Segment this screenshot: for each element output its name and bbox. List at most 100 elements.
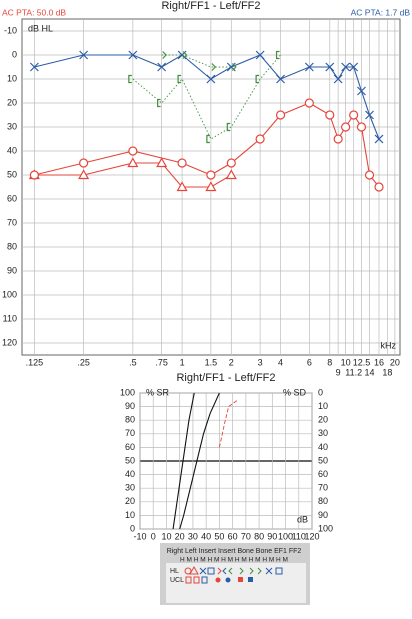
x-tick-label: 18: [382, 367, 392, 377]
x-tick-label: 12.5: [353, 357, 371, 367]
marker-x: [357, 86, 366, 96]
x-tick-label: 30: [188, 531, 198, 541]
y-tick-label: 110: [3, 313, 17, 323]
marker-x: [304, 62, 314, 72]
marker-bracket: [128, 74, 132, 84]
y-tick-label: 70: [125, 428, 135, 438]
y2-tick-label: 0: [318, 387, 323, 397]
series-line: [34, 102, 380, 188]
x-tick-label: 70: [241, 531, 251, 541]
marker-circle: [206, 170, 216, 180]
y2-axis-label: % SD: [283, 387, 307, 397]
marker-bracket: [255, 74, 260, 84]
x-tick-label: 100: [278, 531, 293, 541]
x-axis-label: kHz: [381, 340, 397, 350]
y-tick-label: 10: [7, 73, 17, 83]
y-tick-label: 10: [125, 510, 135, 520]
y-tick-label: 90: [125, 401, 135, 411]
series-line: [179, 392, 220, 530]
y-tick-label: 40: [7, 145, 17, 155]
legend-codes: H M H M H M H M H M H M H M H M: [180, 557, 288, 564]
legend-row: HL: [170, 568, 179, 575]
x-tick-label: -10: [133, 531, 146, 541]
chart-title: Right/FF1 - Left/FF2: [176, 372, 275, 384]
marker-circle: [226, 158, 236, 168]
y-tick-label: 40: [125, 469, 135, 479]
marker-triangle: [205, 181, 217, 192]
y-tick-label: 20: [7, 97, 17, 107]
marker-bracket: [157, 98, 161, 108]
x-tick-label: 10: [161, 531, 171, 541]
y-tick-label: 50: [7, 169, 17, 179]
marker-triangle: [127, 157, 139, 168]
marker-triangle: [78, 169, 90, 180]
marker-circle: [333, 134, 343, 144]
marker-triangle: [225, 169, 237, 180]
legend-row: UCL: [170, 577, 184, 584]
x-tick-label: 4: [278, 357, 283, 367]
legend-symbols: [184, 565, 283, 584]
x-tick-label: 0: [151, 531, 156, 541]
marker-x: [255, 50, 265, 60]
x-tick-label: 10: [341, 357, 351, 367]
legend-columns: Right Left Insert Insert Bone Bone EF1 F…: [167, 548, 302, 555]
marker-circle: [374, 182, 384, 192]
pta-right: AC PTA: 50.0 dB: [2, 7, 66, 17]
y2-tick-label: 10: [318, 401, 328, 411]
series-line: [161, 54, 232, 68]
x-tick-label: 80: [254, 531, 264, 541]
x-tick-label: 60: [228, 531, 238, 541]
y-tick-label: 100: [120, 387, 135, 397]
marker-gt: [182, 51, 188, 59]
marker-x: [365, 110, 374, 120]
marker-triangle: [176, 181, 188, 192]
marker-x: [29, 62, 39, 72]
x-tick-label: 14: [365, 367, 375, 377]
y-tick-label: 70: [7, 217, 17, 227]
marker-bracket: [275, 50, 280, 60]
series-line: [218, 399, 239, 448]
y-tick-label: -10: [4, 25, 17, 35]
marker-x: [128, 50, 138, 60]
y-tick-label: 0: [130, 523, 135, 533]
x-tick-label: 9: [336, 367, 341, 377]
y2-tick-label: 30: [318, 428, 328, 438]
marker-circle: [364, 170, 375, 180]
marker-circle: [325, 110, 335, 120]
marker-circle: [275, 110, 286, 120]
marker-bracket: [206, 134, 210, 144]
chart-title: Right/FF1 - Left/FF2: [161, 0, 260, 12]
y-tick-label: 60: [125, 442, 135, 452]
x-tick-label: 20: [175, 531, 185, 541]
marker-gt: [231, 63, 237, 71]
marker-x: [349, 62, 359, 72]
y2-tick-label: 40: [318, 442, 328, 452]
marker-x: [341, 62, 351, 72]
x-tick-label: 1.5: [205, 357, 218, 367]
marker-circle: [304, 98, 314, 108]
marker-bracket: [177, 74, 182, 84]
x-tick-label: 90: [267, 531, 277, 541]
y2-tick-label: 70: [318, 483, 328, 493]
marker-circle: [356, 122, 367, 132]
marker-circle: [29, 170, 39, 180]
x-tick-label: 120: [304, 531, 319, 541]
y-tick-label: 50: [125, 455, 135, 465]
marker-circle: [349, 110, 359, 120]
y-tick-label: 30: [125, 483, 135, 493]
y2-tick-label: 50: [318, 455, 328, 465]
x-tick-label: .125: [26, 357, 44, 367]
y-axis-label: dB HL: [28, 23, 53, 33]
marker-circle: [79, 158, 89, 168]
marker-circle: [341, 122, 351, 132]
pta-left: AC PTA: 1.7 dB: [351, 7, 411, 17]
x-tick-label: 11.2: [345, 367, 362, 377]
marker-x: [325, 62, 335, 72]
y2-tick-label: 60: [318, 469, 328, 479]
marker-triangle: [156, 157, 168, 168]
y-tick-label: 20: [125, 496, 135, 506]
marker-x: [276, 74, 285, 84]
marker-bracket: [226, 122, 231, 132]
